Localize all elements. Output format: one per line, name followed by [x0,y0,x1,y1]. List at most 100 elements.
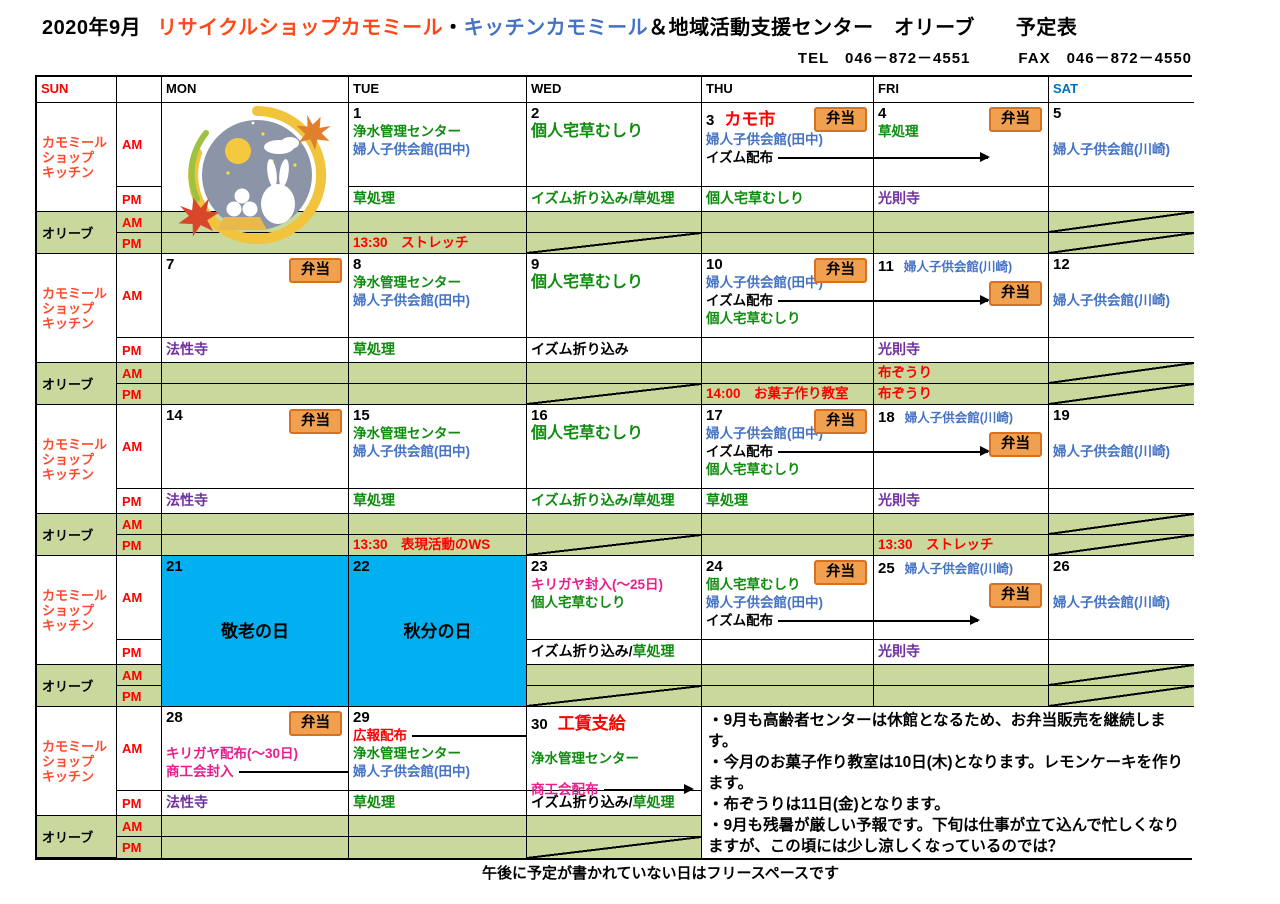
schedule-line: イズム配布 [702,149,991,167]
kamomile-label-line: カモミール [42,587,108,603]
am-lines: 草処理 [874,122,1048,141]
schedule-text: 光則寺 [878,341,920,357]
olive-row-label: オリーブ [37,665,117,707]
olive-pm-cell [162,535,349,556]
schedule-text: 婦人子供会館(田中) [353,142,470,157]
schedule-text: 法性寺 [166,341,208,357]
olive-pm-cell [1049,686,1194,707]
schedule-line: 13:30 表現活動のWS [349,535,526,554]
schedule-line: イズム配布 [702,292,991,310]
schedule-line: 婦人子供会館(川崎) [1049,292,1194,310]
kamomile-label-line: ショップ [42,753,95,769]
schedule-line [1049,576,1194,594]
schedule-line: 草処理 [349,187,526,209]
kamomile-row-label: カモミール ショップ キッチン [37,405,117,514]
schedule-line: 婦人子供会館(川崎) [1049,594,1194,612]
moon-icon [225,138,251,164]
day-cell-pm-18: 光則寺 [874,489,1049,514]
olive-am-cell [702,212,874,233]
schedule-line: 個人宅草むしり [702,310,873,328]
schedule-text: 布ぞうり [878,386,932,401]
arrow-right [778,615,981,626]
schedule-text: イズム配布 [706,150,774,165]
olive-am-cell [527,816,702,837]
schedule-text: 光則寺 [878,190,920,206]
schedule-text: 個人宅草むしり [706,311,801,326]
day-cell-am-25: 25 婦人子供会館(川崎) 弁当 [874,556,1049,640]
olive-am-cell [162,514,349,535]
holiday-cell: 22 秋分の日 [349,556,527,707]
note-text: ・布ぞうりは11日(金)となります。 [708,796,950,813]
day-number: 11 [878,258,894,275]
schedule-text: 個人宅草むしり [706,577,801,592]
schedule-text: 個人宅草むしり [531,595,626,610]
page-title: 2020年9月 リサイクルショップカモミール・キッチンカモミール＆地域活動支援セン… [42,11,1077,40]
olive-pm-cell: 14:00 お菓子作り教室 [702,384,874,405]
day-head: 30 工賃支給 [527,707,701,734]
week-row-5: カモミール ショップ キッチン オリーブ AM PM AM PM 28 弁当 キリガヤ配布(～30… [37,707,1194,858]
schedule-table: SUN MON TUE WED THU FRI SAT カモミール ショップ キッチン オリーブ AM… [35,75,1194,860]
kamomile-label-line: キッチン [42,315,95,331]
kamomile-label-line: キッチン [42,466,95,482]
olive-am-label: AM [117,212,162,233]
schedule-text: 婦人子供会館(田中) [353,764,470,779]
am-lines: 婦人子供会館(川崎) [1049,575,1194,612]
schedule-text: 草処理 [878,124,919,139]
arrow-right [778,446,991,457]
schedule-text: イズム配布 [706,613,774,628]
schedule-line: 法性寺 [162,338,348,360]
kamomile-label-line: キッチン [42,768,95,784]
kamomile-am-label: AM [117,254,162,338]
day-head: 16 [527,405,701,424]
day-title: 工賃支給 [557,714,626,733]
day-number: 8 [353,256,362,273]
schedule-text: 個人宅草むしり [531,274,644,291]
olive-am-cell [527,212,702,233]
schedule-text: イズム折り込み/草処理 [531,190,675,206]
schedule-line: キリガヤ封入(～25日) [527,576,701,594]
schedule-text: 浄水管理センター [353,124,461,139]
am-lines: 婦人子供会館(川崎) [1049,273,1194,310]
schedule-text: 婦人子供会館(田中) [706,275,823,290]
am-lines: 広報配布 浄水管理センター 婦人子供会館(田中) [349,726,639,781]
day-cell-am-23: 23 キリガヤ封入(～25日) 個人宅草むしり [527,556,702,640]
day-number: 9 [531,256,540,273]
schedule-text: 13:30 ストレッチ [353,235,469,250]
holiday-cell: 21 敬老の日 [162,556,349,707]
schedule-text: イズム折り込み [531,341,629,357]
schedule-line: イズム折り込み/草処理 [527,640,701,662]
arrow-right [778,152,991,163]
schedule-text: 光則寺 [878,492,920,508]
olive-am-cell [527,514,702,535]
schedule-line: 布ぞうり [874,363,1048,382]
schedule-line: 個人宅草むしり [702,187,873,209]
cloud-icon [264,137,299,154]
day-cell-pm-12 [1049,338,1194,363]
day-cell-pm-16: イズム折り込み/草処理 [527,489,702,514]
day-cell-pm-5 [1049,187,1194,212]
day-cell-am-28: 28 弁当 キリガヤ配布(～30日) 商工会封入 [162,707,501,791]
bento-badge: 弁当 [814,560,867,585]
schedule-text: 婦人子供会館(川崎) [1053,595,1170,610]
schedule-line: 13:30 ストレッチ [874,535,1048,554]
olive-label-text: オリーブ [42,528,94,543]
schedule-line: 草処理 [349,489,526,511]
schedule-text: 草処理 [353,341,395,357]
olive-pm-cell [1049,384,1194,405]
schedule-line: 婦人子供会館(田中) [702,131,873,149]
schedule-text: 広報配布 [353,728,407,743]
schedule-line: 婦人子供会館(田中) [349,443,526,461]
day-cell-am-16: 16 個人宅草むしり [527,405,702,489]
olive-pm-label: PM [117,535,162,556]
schedule-line: 商工会配布 [527,782,701,798]
schedule-text: 商工会配布 [531,781,599,797]
am-lines: 浄水管理センター 婦人子供会館(田中) [349,273,526,310]
title-month: 2020年9月 [42,17,142,39]
olive-am-cell [702,665,874,686]
day-side-note: 婦人子供会館(川崎) [904,562,1014,576]
schedule-text: 個人宅草むしり [531,123,644,140]
schedule-text: 商工会封入 [166,764,234,779]
schedule-text: イズム折り込み/ [531,643,633,659]
olive-am-cell [1049,212,1194,233]
bento-badge: 弁当 [289,409,342,434]
